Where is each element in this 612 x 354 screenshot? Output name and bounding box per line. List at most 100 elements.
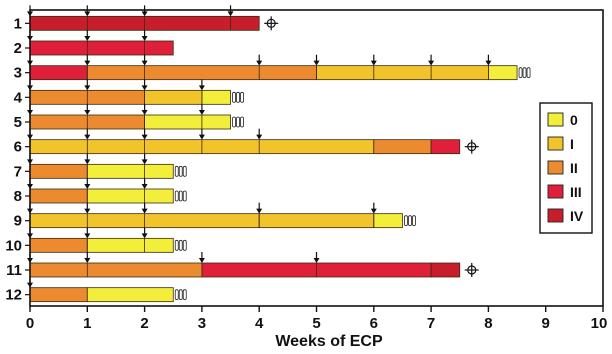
bar-segment-stage-0 [86, 188, 174, 204]
bar-segment-stage-I [316, 65, 489, 81]
legend-swatch [547, 112, 564, 127]
treatment-arrowhead [256, 134, 263, 140]
x-tick-label: 7 [427, 315, 435, 332]
bar-segment-stage-II [29, 262, 203, 278]
bar-segment-stage-II [29, 163, 88, 179]
ongoing-marker [174, 165, 187, 177]
legend-swatch [547, 160, 564, 175]
treatment-arrowhead [84, 60, 91, 66]
legend-label: I [570, 136, 574, 152]
treatment-arrowhead [84, 134, 91, 140]
treatment-arrowhead [141, 184, 148, 189]
bar-segment-stage-III [430, 139, 461, 155]
bars-layer [27, 5, 531, 303]
x-tick-label: 8 [484, 315, 492, 332]
ongoing-marker [404, 215, 416, 227]
bar-segment-stage-0 [201, 89, 231, 105]
treatment-arrowhead [141, 11, 148, 17]
patient-row [27, 5, 279, 31]
ongoing-marker [518, 67, 531, 79]
treatment-arrowhead [84, 85, 91, 91]
patient-row [27, 30, 174, 56]
patient-row [27, 227, 187, 253]
ongoing-marker [174, 190, 187, 202]
patient-row [27, 104, 244, 130]
bar-segment-stage-0 [144, 114, 231, 130]
treatment-arrowhead [313, 258, 320, 263]
treatment-arrowhead [227, 11, 234, 17]
patient-row [27, 54, 531, 81]
bar-segment-stage-0 [86, 237, 174, 253]
patient-row [27, 202, 416, 229]
treatment-arrowhead [84, 208, 91, 214]
treatment-arrowhead [84, 36, 91, 41]
treatment-arrowhead [141, 233, 148, 239]
x-tick-label: 5 [312, 315, 320, 332]
bar-segment-stage-I [144, 89, 203, 105]
y-tick-label: 4 [14, 89, 23, 106]
x-tick-label: 4 [255, 315, 264, 332]
y-tick-label: 2 [14, 40, 22, 57]
y-tick-label: 5 [14, 114, 22, 131]
treatment-arrowhead [84, 159, 91, 165]
x-tick-label: 2 [140, 315, 148, 332]
y-tick-label: 1 [14, 15, 22, 32]
treatment-arrowhead [198, 85, 205, 91]
bar-segment-stage-III [29, 40, 174, 56]
treatment-arrowhead [485, 60, 492, 66]
x-axis-title: Weeks of ECP [275, 333, 383, 350]
bar-segment-stage-I [258, 213, 375, 229]
patient-row [27, 252, 479, 278]
y-tick-label: 8 [14, 188, 22, 205]
bar-segment-stage-II [29, 237, 88, 253]
patient-row [27, 276, 187, 303]
y-tick-label: 7 [14, 163, 22, 180]
bar-segment-stage-II [373, 139, 432, 155]
legend-label: III [570, 184, 582, 200]
ongoing-marker [232, 116, 244, 128]
deceased-marker [464, 263, 479, 277]
ongoing-marker [174, 289, 187, 301]
treatment-arrowhead [256, 208, 263, 214]
patient-row [27, 128, 479, 155]
patient-row [27, 178, 187, 204]
x-tick-label: 0 [26, 315, 34, 332]
treatment-arrowhead [428, 60, 435, 66]
y-tick-label: 3 [14, 65, 22, 82]
x-tick-label: 1 [83, 315, 91, 332]
x-tick-label: 6 [370, 315, 378, 332]
legend-label: 0 [570, 112, 578, 128]
treatment-arrowhead [370, 208, 377, 214]
treatment-arrowhead [141, 110, 148, 115]
x-tick-label: 3 [198, 315, 206, 332]
legend-swatch [547, 208, 564, 223]
treatment-arrowhead [141, 36, 148, 41]
treatment-arrowhead [141, 159, 148, 165]
bar-segment-stage-II [86, 65, 317, 81]
legend-swatch [547, 184, 564, 199]
bar-segment-stage-0 [373, 213, 403, 229]
y-tick-label: 6 [14, 139, 22, 156]
bar-segment-stage-II [29, 188, 88, 204]
x-tick-label: 9 [542, 315, 550, 332]
y-tick-label: 11 [6, 262, 22, 279]
bar-segment-stage-III [29, 65, 88, 81]
legend-label: II [570, 160, 578, 176]
treatment-arrowhead [84, 233, 91, 239]
treatment-arrowhead [313, 60, 320, 66]
y-tick-label: 9 [14, 213, 22, 230]
y-tick-label: 12 [5, 287, 22, 304]
legend-swatch [547, 136, 564, 151]
treatment-arrowhead [141, 85, 148, 91]
treatment-arrowhead [256, 60, 263, 66]
bar-segment-stage-0 [86, 287, 174, 303]
treatment-arrowhead [84, 110, 91, 115]
patient-row [27, 79, 244, 105]
bar-segment-stage-0 [487, 65, 518, 81]
x-tick-label: 10 [591, 315, 608, 332]
deceased-marker [464, 139, 479, 154]
ongoing-marker [174, 239, 187, 251]
